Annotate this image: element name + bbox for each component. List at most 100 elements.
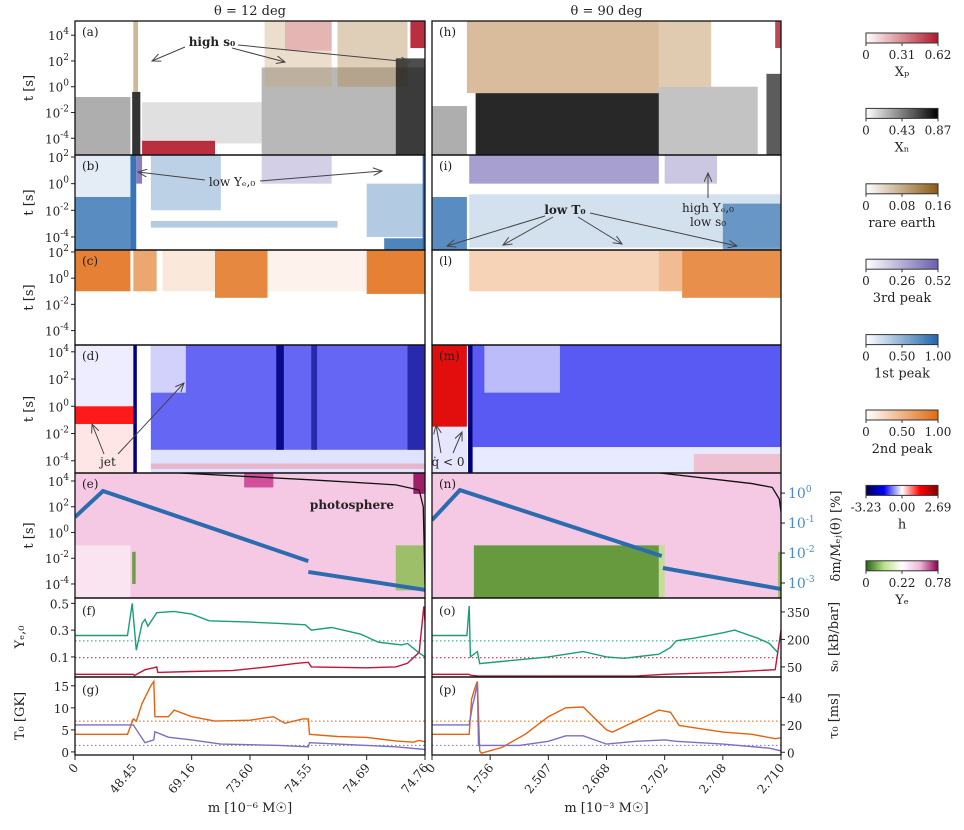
- y2-tick-label: 100: [788, 485, 812, 502]
- y-tick-label: 10-2: [45, 202, 69, 218]
- annotation-arrow: [452, 432, 462, 454]
- annotation-arrow: [503, 216, 554, 245]
- tick-base: 10: [45, 578, 60, 592]
- annotation-arrow: [447, 215, 546, 246]
- tick-base: 10: [45, 231, 60, 245]
- y-tick-label: 5: [61, 724, 69, 738]
- panel-label: (g): [82, 683, 99, 697]
- y-tick-label: 102: [48, 244, 69, 260]
- panel-label: (o): [439, 604, 456, 618]
- colorbar-tick-label: 0.52: [925, 274, 952, 288]
- series-line: [432, 630, 781, 677]
- heatmap-cell: [766, 73, 781, 155]
- tick-base: 10: [45, 455, 60, 469]
- annotation-arrow: [436, 425, 441, 454]
- y-tick-label: 102: [48, 371, 69, 387]
- y-tick-label: 102: [48, 499, 69, 515]
- panel-label: (a): [82, 25, 99, 39]
- tick-exponent: -2: [60, 202, 69, 212]
- colorbar-tick-label: 0: [862, 48, 870, 62]
- colorbar-tick-label: 0: [862, 425, 870, 439]
- tick-exponent: 2: [63, 53, 69, 63]
- annotation-arrow: [138, 172, 206, 181]
- colorbar-tick-label: 0.43: [889, 123, 916, 137]
- colorbar-tick-label: 0.87: [925, 123, 952, 137]
- series-line: [75, 603, 425, 658]
- y-tick-label: 10-2: [45, 104, 69, 120]
- colorbar-tick-label: 2.69: [925, 500, 952, 514]
- tick-exponent: 0: [63, 524, 69, 534]
- tick-exponent: 0: [63, 176, 69, 186]
- annotation-high-s0: high s₀: [189, 35, 236, 49]
- annotation-arrow: [577, 216, 622, 244]
- heatmap-cell: [133, 21, 138, 92]
- colorbar-tick-label: 0.16: [925, 199, 952, 213]
- y-tick-label: 50: [787, 661, 802, 675]
- colorbar-tick-label: 0: [862, 199, 870, 213]
- y-tick-label: 0.5: [50, 597, 69, 611]
- heatmap-cell: [75, 196, 131, 250]
- x-tick-label: 74.69: [340, 761, 373, 796]
- tick-exponent: -2: [60, 296, 69, 306]
- panel-label: (b): [82, 159, 99, 173]
- tick-base: 10: [48, 475, 63, 489]
- colorbar-tick-label: 0.50: [889, 425, 916, 439]
- y-tick-label: 10-4: [45, 453, 69, 469]
- x-tick-label: 0: [66, 761, 82, 776]
- y-tick-label: 10-4: [45, 576, 69, 592]
- colorbar-label: Yₑ: [894, 593, 909, 608]
- mass-fraction-line: [75, 488, 309, 564]
- x-tick-label: 2.668: [580, 761, 613, 796]
- y2-tick-label: 10-3: [788, 575, 815, 592]
- heatmap-cell: [130, 155, 137, 250]
- x-tick-label: 2.507: [522, 761, 555, 796]
- x-tick-label: 2.708: [696, 761, 729, 796]
- colorbar-tick-label: 1.00: [925, 425, 952, 439]
- heatmap-cell: [658, 21, 712, 87]
- heatmap-cell: [432, 345, 467, 427]
- heatmap-cell: [75, 345, 134, 407]
- heatmap-panel: [75, 250, 425, 345]
- tick-exponent: -2: [60, 426, 69, 436]
- y-tick-label: 10-2: [45, 426, 69, 442]
- heatmap-cell: [422, 155, 425, 250]
- photosphere-line: [659, 473, 781, 512]
- colorbar-tick-label: 0.00: [889, 500, 916, 514]
- annotation-low-ye0: low Yₑ,₀: [209, 175, 256, 189]
- heatmap-cell: [150, 155, 221, 211]
- colorbar-tick-label: -3.23: [851, 500, 882, 514]
- heatmap-panel: [432, 250, 781, 345]
- heatmap-panel: [75, 345, 425, 473]
- tick-base: 10: [48, 151, 63, 165]
- heatmap-cell: [472, 447, 781, 473]
- tick-base: 10: [45, 204, 60, 218]
- panel-label: (m): [439, 349, 460, 363]
- colorbar-tick-label: 0: [862, 123, 870, 137]
- colorbar-tick-label: 0.50: [889, 350, 916, 364]
- colorbar: [865, 484, 939, 496]
- line-panel: [75, 679, 425, 751]
- tick-exponent: 4: [63, 27, 69, 37]
- heatmap-cell: [395, 58, 425, 155]
- colorbar: [865, 334, 939, 346]
- heatmap-panel: [432, 345, 781, 473]
- heatmap-cell: [366, 250, 425, 294]
- colorbar-tick-label: 0.08: [889, 199, 916, 213]
- tick-exponent: -4: [60, 576, 69, 586]
- tick-base: 10: [45, 298, 60, 312]
- y2-axis-label-dm: δm/Mₑⱼ(θ) [%]: [829, 491, 844, 582]
- annotation-low-s0: low s₀: [690, 215, 726, 229]
- heatmap-cell: [410, 21, 425, 49]
- tick-exponent: -4: [60, 130, 69, 140]
- x-tick-label: 73.60: [223, 761, 256, 796]
- heatmap-cell: [473, 545, 659, 598]
- y-axis-label: t [s]: [22, 522, 37, 548]
- colorbar: [865, 107, 939, 119]
- tick-exponent: 2: [63, 371, 69, 381]
- heatmap-cell: [366, 183, 425, 237]
- y-axis-label-T: T₀ [GK]: [13, 692, 28, 740]
- annotation-qdot: q̇ < 0: [432, 455, 465, 469]
- colorbar-label: rare earth: [868, 216, 936, 231]
- y2-tick-label: 10-1: [788, 515, 815, 532]
- y2-axis-label-tau: τ₀ [ms]: [827, 693, 842, 739]
